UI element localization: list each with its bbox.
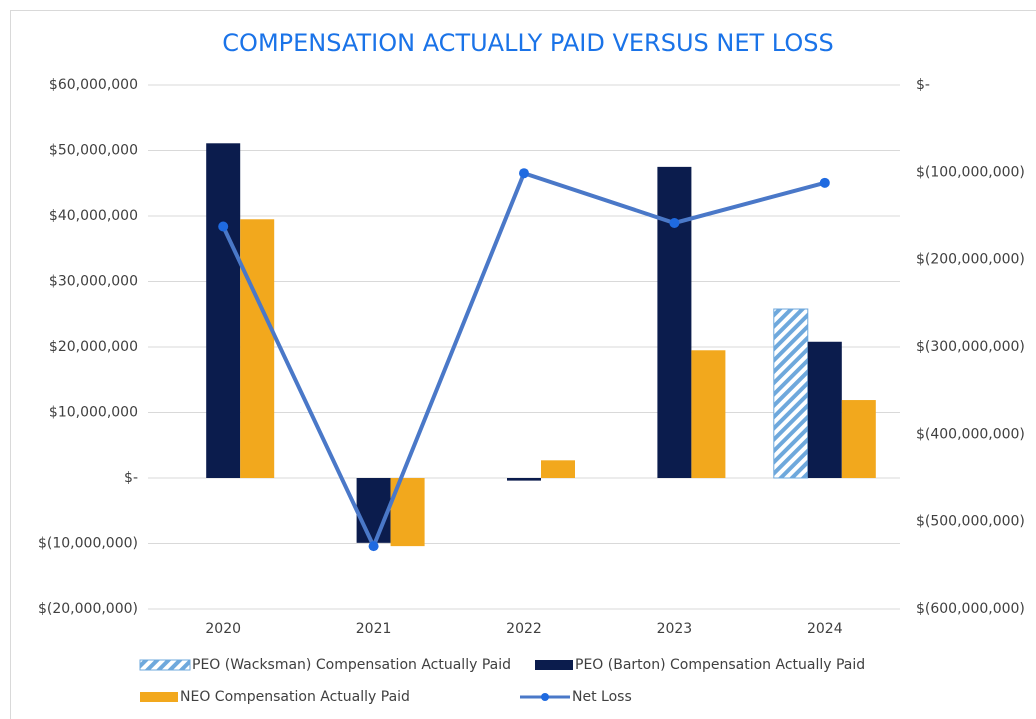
bar	[841, 400, 876, 478]
bar	[691, 350, 726, 478]
line	[221, 170, 826, 552]
y2-tick-label: $(400,000,000)	[916, 426, 1025, 442]
line-marker	[368, 541, 379, 552]
y-tick-label: $40,000,000	[49, 208, 138, 224]
chart-title: COMPENSATION ACTUALLY PAID VERSUS NET LO…	[222, 29, 833, 57]
legend-swatch	[140, 692, 178, 702]
legend-swatch	[139, 659, 191, 671]
y-tick-label: $50,000,000	[49, 143, 138, 159]
legend-label: PEO (Wacksman) Compensation Actually Pai…	[192, 657, 511, 673]
bar	[356, 478, 391, 543]
y2-tick-label: $(200,000,000)	[916, 252, 1025, 268]
bar	[773, 308, 809, 479]
x-tick-label: 2020	[205, 621, 241, 637]
y2-tick-label: $-	[916, 77, 930, 93]
chart-border	[10, 10, 1036, 719]
y2-tick-label: $(600,000,000)	[916, 601, 1025, 617]
bar	[206, 143, 241, 479]
legend-swatch	[541, 693, 549, 701]
bar	[807, 341, 842, 478]
bar	[657, 166, 692, 478]
y2-tick-label: $(300,000,000)	[916, 339, 1025, 355]
y-tick-label: $20,000,000	[49, 339, 138, 355]
legend-swatch	[535, 660, 573, 670]
line-marker	[669, 217, 680, 228]
x-tick-label: 2022	[506, 621, 542, 637]
x-tick-label: 2023	[657, 621, 693, 637]
y-tick-label: $60,000,000	[49, 77, 138, 93]
y2-tick-label: $(100,000,000)	[916, 164, 1025, 180]
line-marker	[819, 177, 830, 188]
y-tick-label: $30,000,000	[49, 274, 138, 290]
y-tick-label: $(10,000,000)	[38, 536, 138, 552]
y2-tick-label: $(500,000,000)	[916, 514, 1025, 530]
line-marker	[519, 168, 529, 179]
y-tick-label: $-	[124, 470, 138, 486]
line-marker	[218, 221, 229, 232]
y-tick-label: $(20,000,000)	[38, 601, 138, 617]
x-tick-label: 2021	[356, 621, 392, 637]
bar	[541, 460, 575, 478]
y-tick-label: $10,000,000	[49, 405, 138, 421]
bar	[240, 219, 275, 478]
legend-label: NEO Compensation Actually Paid	[180, 689, 410, 705]
x-tick-label: 2024	[807, 621, 843, 637]
legend-label: PEO (Barton) Compensation Actually Paid	[575, 657, 865, 673]
legend-label: Net Loss	[572, 689, 632, 705]
bar	[507, 478, 541, 481]
